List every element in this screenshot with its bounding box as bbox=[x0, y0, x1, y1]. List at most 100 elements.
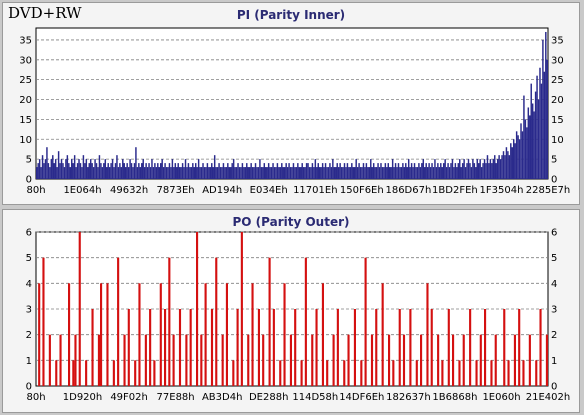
pi-bar bbox=[107, 163, 109, 179]
pi-bar bbox=[330, 167, 333, 179]
pi-bar bbox=[212, 167, 214, 179]
pi-bar bbox=[469, 163, 471, 179]
pi-bar bbox=[365, 163, 368, 179]
po-bar bbox=[149, 309, 152, 386]
po-bar bbox=[315, 309, 318, 386]
pi-bar bbox=[101, 167, 104, 179]
pi-bar bbox=[161, 159, 163, 179]
pi-y-tick-label: 35 bbox=[19, 35, 32, 46]
pi-bar bbox=[310, 167, 312, 179]
po-x-tick-label: 14DF6Eh bbox=[339, 392, 384, 403]
pi-bar bbox=[87, 167, 89, 179]
po-y-tick-label: 0 bbox=[26, 382, 32, 393]
po-x-tick-label: 21E402h bbox=[526, 392, 570, 403]
po-bar bbox=[398, 309, 401, 386]
pi-bar bbox=[302, 167, 305, 179]
pi-bar bbox=[213, 155, 216, 179]
pi-bar bbox=[531, 103, 534, 179]
pi-bar bbox=[209, 167, 212, 179]
pi-bar bbox=[173, 167, 175, 179]
pi-bar bbox=[110, 163, 112, 179]
pi-bar bbox=[100, 163, 102, 179]
pi-bar bbox=[130, 163, 133, 179]
po-bar bbox=[503, 309, 506, 386]
pi-bar bbox=[371, 167, 373, 179]
pi-bar bbox=[320, 167, 322, 179]
pi-bar bbox=[253, 167, 255, 179]
pi-y-tick-label: 20 bbox=[19, 95, 32, 106]
po-bar bbox=[100, 283, 103, 386]
po-bar bbox=[204, 283, 207, 386]
pi-bar bbox=[106, 167, 108, 179]
po-bar bbox=[494, 334, 497, 386]
pi-bar bbox=[238, 167, 241, 179]
po-bar bbox=[539, 309, 542, 386]
po-bar bbox=[420, 334, 423, 386]
pi-bar bbox=[202, 163, 204, 179]
po-bar bbox=[326, 360, 329, 386]
pi-bar bbox=[384, 163, 387, 179]
po-bar bbox=[257, 309, 260, 386]
pi-bar bbox=[472, 159, 474, 179]
pi-bar bbox=[297, 163, 299, 179]
pi-bar bbox=[412, 167, 414, 179]
po-bar bbox=[117, 257, 120, 386]
pi-bar bbox=[228, 167, 231, 179]
pi-bar bbox=[486, 155, 489, 179]
po-y-tick-label: 1 bbox=[26, 356, 32, 367]
pi-bar bbox=[418, 163, 420, 179]
pi-bar bbox=[451, 159, 454, 179]
pi-bar bbox=[327, 167, 330, 179]
po-bar bbox=[300, 360, 303, 386]
pi-bar bbox=[508, 155, 511, 179]
pi-bar bbox=[375, 167, 378, 179]
pi-bar bbox=[422, 159, 425, 179]
pi-bar bbox=[132, 167, 134, 179]
po-bar bbox=[178, 309, 182, 386]
po-bar bbox=[409, 309, 412, 386]
po-bar bbox=[479, 334, 482, 386]
pi-bar bbox=[442, 163, 445, 179]
po-bar bbox=[545, 334, 548, 386]
po-bar bbox=[381, 283, 384, 386]
pi-bar bbox=[415, 167, 417, 179]
pi-bar bbox=[294, 167, 296, 179]
pi-bar bbox=[496, 159, 499, 179]
pi-bar bbox=[234, 167, 236, 179]
pi-x-tick-label: E034Eh bbox=[250, 185, 288, 196]
pi-bar bbox=[215, 167, 217, 179]
pi-bar bbox=[539, 67, 541, 179]
pi-bar bbox=[143, 167, 146, 179]
pi-y-tick-label-right: 25 bbox=[551, 75, 564, 86]
po-bar bbox=[221, 334, 224, 386]
pi-bar bbox=[311, 163, 314, 179]
pi-bar bbox=[248, 167, 251, 179]
po-bar bbox=[272, 309, 275, 386]
pi-bar bbox=[272, 163, 274, 179]
po-bar bbox=[347, 334, 350, 386]
pi-bar bbox=[459, 159, 461, 179]
po-bar bbox=[343, 360, 346, 386]
po-x-tick-label: 80h bbox=[26, 392, 45, 403]
po-x-tick-label: DE288h bbox=[249, 392, 288, 403]
pi-bar bbox=[186, 167, 188, 179]
po-bar bbox=[426, 283, 429, 386]
po-bar bbox=[251, 283, 254, 386]
pi-bar bbox=[400, 167, 403, 179]
pi-bar bbox=[38, 159, 41, 179]
pi-bar bbox=[145, 163, 147, 179]
pi-bar bbox=[441, 167, 443, 179]
pi-chart: 0 0 5 5 10 10 15 15 20 20 25 25 30 30 35 35 80h 1E064h 496… bbox=[19, 27, 570, 196]
pi-bar bbox=[456, 167, 458, 179]
pi-bar bbox=[323, 167, 325, 179]
pi-bar bbox=[266, 167, 268, 179]
pi-y-tick-label-right: 5 bbox=[551, 155, 557, 166]
pi-bar bbox=[44, 159, 47, 179]
pi-bar bbox=[227, 163, 229, 179]
po-bar bbox=[59, 334, 62, 386]
po-x-tick-label: 49F02h bbox=[110, 392, 148, 403]
po-bar bbox=[268, 257, 271, 386]
pi-bar bbox=[434, 159, 436, 179]
po-bar bbox=[279, 360, 282, 386]
po-bar bbox=[441, 360, 444, 386]
